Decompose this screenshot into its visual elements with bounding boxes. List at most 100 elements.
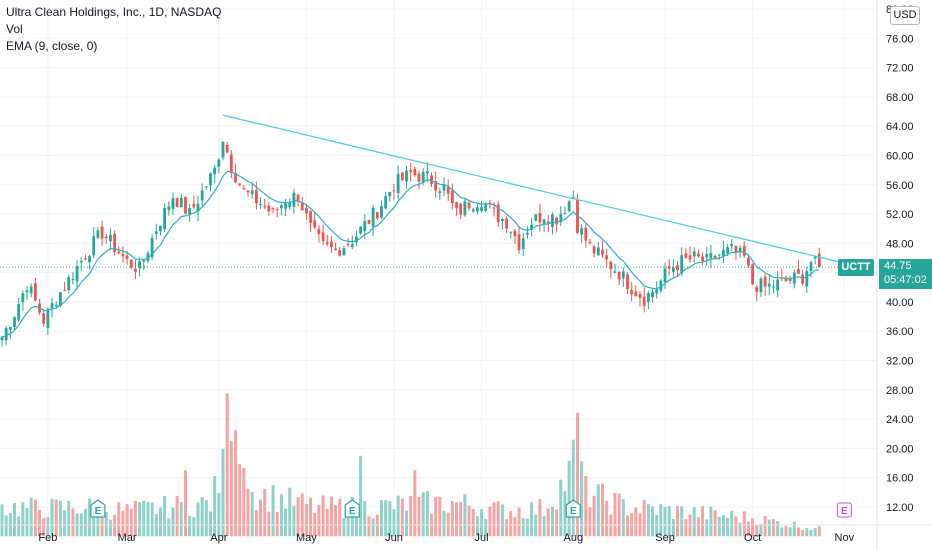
volume-bar — [509, 510, 513, 537]
candle-body — [350, 244, 354, 248]
last-price-tag: 44.75 05:47:02 — [879, 259, 932, 289]
earnings-marker[interactable]: E — [344, 499, 360, 518]
time-axis[interactable]: Feb Mar Apr May Jun Jul Aug Sep Oct Nov — [38, 532, 854, 544]
volume-bar — [588, 507, 592, 537]
volume-bar — [113, 514, 117, 537]
candle-body — [305, 207, 308, 214]
earnings-marker-box — [344, 499, 360, 518]
candle-body — [125, 255, 129, 259]
candle-body — [475, 207, 479, 212]
volume-bar — [13, 503, 17, 537]
candle-body — [767, 283, 771, 287]
price-tick-label: 60.00 — [886, 150, 914, 162]
candle-body — [325, 242, 329, 245]
candle-body — [459, 203, 463, 215]
legend-symbol[interactable]: Ultra Clean Holdings, Inc., 1D, NASDAQ — [6, 5, 222, 19]
earnings-marker-label: E — [570, 506, 577, 517]
volume-bar — [726, 517, 730, 537]
volume-bar — [58, 500, 62, 537]
price-axis[interactable]: 80.0076.0072.0068.0064.0060.0056.0052.00… — [886, 4, 914, 514]
earnings-marker[interactable]: E — [90, 499, 106, 518]
candle-body — [188, 207, 192, 216]
candle-body — [417, 173, 421, 182]
currency-button[interactable]: USD — [890, 6, 920, 25]
volume-bar — [521, 517, 525, 537]
volume-bar — [209, 511, 212, 537]
volume-bar — [463, 494, 467, 537]
trend-line[interactable] — [222, 114, 858, 267]
volume-bar — [254, 510, 258, 537]
candle-body — [755, 287, 759, 292]
candle-body — [384, 196, 388, 209]
earnings-marker[interactable]: E — [836, 502, 852, 518]
candles — [0, 141, 821, 347]
volume-bar — [801, 530, 805, 537]
candle-body — [505, 218, 508, 229]
candle-body — [342, 248, 346, 256]
candle-body — [609, 261, 613, 270]
ema-line — [1, 170, 820, 338]
legend-ema[interactable]: EMA (9, close, 0) — [6, 39, 98, 53]
volume-bar — [417, 497, 421, 537]
candle-body — [284, 203, 287, 209]
volume-bar — [634, 507, 638, 537]
candle-body — [634, 291, 638, 297]
volume-bars — [0, 393, 821, 537]
month-tick-label: Jun — [385, 532, 403, 544]
volume-bar — [492, 502, 496, 537]
candle-body — [726, 247, 729, 254]
month-tick-label: Mar — [118, 532, 137, 544]
candle-body — [75, 266, 79, 282]
candle-body — [33, 283, 37, 301]
volume-bar — [46, 517, 50, 537]
volume-bar — [542, 516, 546, 537]
candle-body — [638, 293, 642, 298]
candle-body — [192, 203, 196, 208]
candle-body — [701, 256, 704, 262]
candle-body — [263, 206, 267, 208]
volume-bar — [471, 508, 475, 537]
candle-body — [584, 227, 588, 241]
candle-body — [271, 208, 275, 210]
volume-bar — [138, 502, 142, 537]
chart-legend: Ultra Clean Holdings, Inc., 1D, NASDAQ V… — [6, 4, 221, 55]
volume-bar — [784, 525, 788, 537]
volume-bar — [317, 504, 321, 537]
candle-body — [626, 274, 629, 290]
candle-body — [13, 317, 16, 328]
candle-body — [747, 258, 750, 266]
volume-bar — [175, 495, 179, 537]
volume-bar — [684, 519, 688, 537]
volume-bar — [150, 502, 154, 537]
volume-bar — [730, 510, 734, 537]
volume-bar — [183, 470, 187, 537]
candle-body — [50, 303, 54, 309]
candle-body — [396, 174, 400, 194]
month-tick-label: Aug — [564, 532, 584, 544]
candle-body — [480, 207, 483, 211]
price-tick-label: 32.00 — [886, 356, 914, 368]
volume-bar — [246, 488, 250, 537]
candle-body — [21, 293, 25, 302]
candle-body — [605, 255, 609, 260]
candle-body — [129, 259, 133, 268]
candle-body — [717, 254, 721, 256]
month-tick-label: Sep — [655, 532, 675, 544]
candle-body — [213, 167, 217, 175]
volume-bar — [751, 518, 755, 537]
volume-bar — [263, 488, 267, 537]
candle-body — [513, 230, 517, 237]
volume-bar — [525, 518, 529, 537]
candle-body — [259, 204, 262, 206]
volume-bar — [817, 526, 821, 537]
legend-volume[interactable]: Vol — [6, 22, 23, 36]
candle-body — [392, 190, 396, 192]
candle-body — [521, 238, 525, 249]
candle-body — [309, 211, 312, 223]
volume-bar — [763, 515, 767, 537]
candle-body — [200, 190, 204, 201]
earnings-marker[interactable]: E — [565, 499, 581, 518]
volume-bar — [238, 464, 242, 537]
